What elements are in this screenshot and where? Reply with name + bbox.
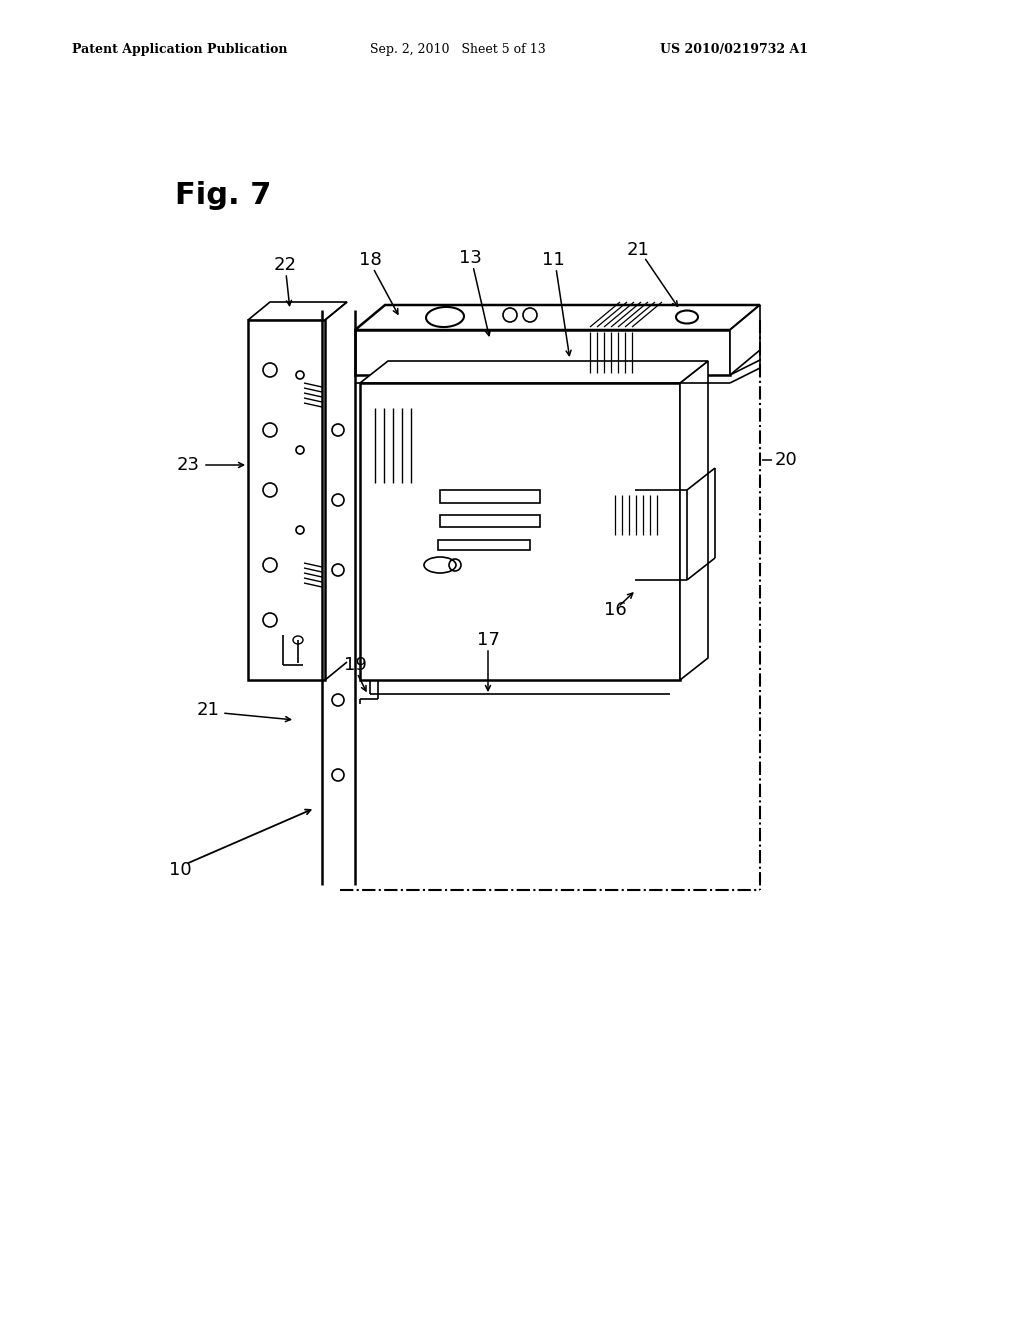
Text: 10: 10 <box>169 861 191 879</box>
Polygon shape <box>248 319 325 680</box>
Text: Fig. 7: Fig. 7 <box>175 181 271 210</box>
Text: 21: 21 <box>198 701 220 719</box>
Polygon shape <box>355 330 730 375</box>
Polygon shape <box>440 490 540 503</box>
Text: 17: 17 <box>476 631 500 649</box>
Polygon shape <box>730 305 760 375</box>
Text: 20: 20 <box>775 451 798 469</box>
Text: 22: 22 <box>273 256 297 275</box>
Polygon shape <box>248 302 347 319</box>
Text: 11: 11 <box>542 251 564 269</box>
Text: 21: 21 <box>627 242 649 259</box>
Text: 13: 13 <box>459 249 481 267</box>
Text: Sep. 2, 2010   Sheet 5 of 13: Sep. 2, 2010 Sheet 5 of 13 <box>370 44 546 57</box>
Polygon shape <box>680 360 708 680</box>
Text: Patent Application Publication: Patent Application Publication <box>72 44 288 57</box>
Text: US 2010/0219732 A1: US 2010/0219732 A1 <box>660 44 808 57</box>
Text: 19: 19 <box>344 656 367 675</box>
Polygon shape <box>438 540 530 550</box>
Text: 23: 23 <box>177 455 200 474</box>
Text: 16: 16 <box>603 601 627 619</box>
Polygon shape <box>360 360 708 383</box>
Polygon shape <box>440 515 540 527</box>
Polygon shape <box>355 305 760 330</box>
Polygon shape <box>360 383 680 680</box>
Text: 18: 18 <box>358 251 381 269</box>
